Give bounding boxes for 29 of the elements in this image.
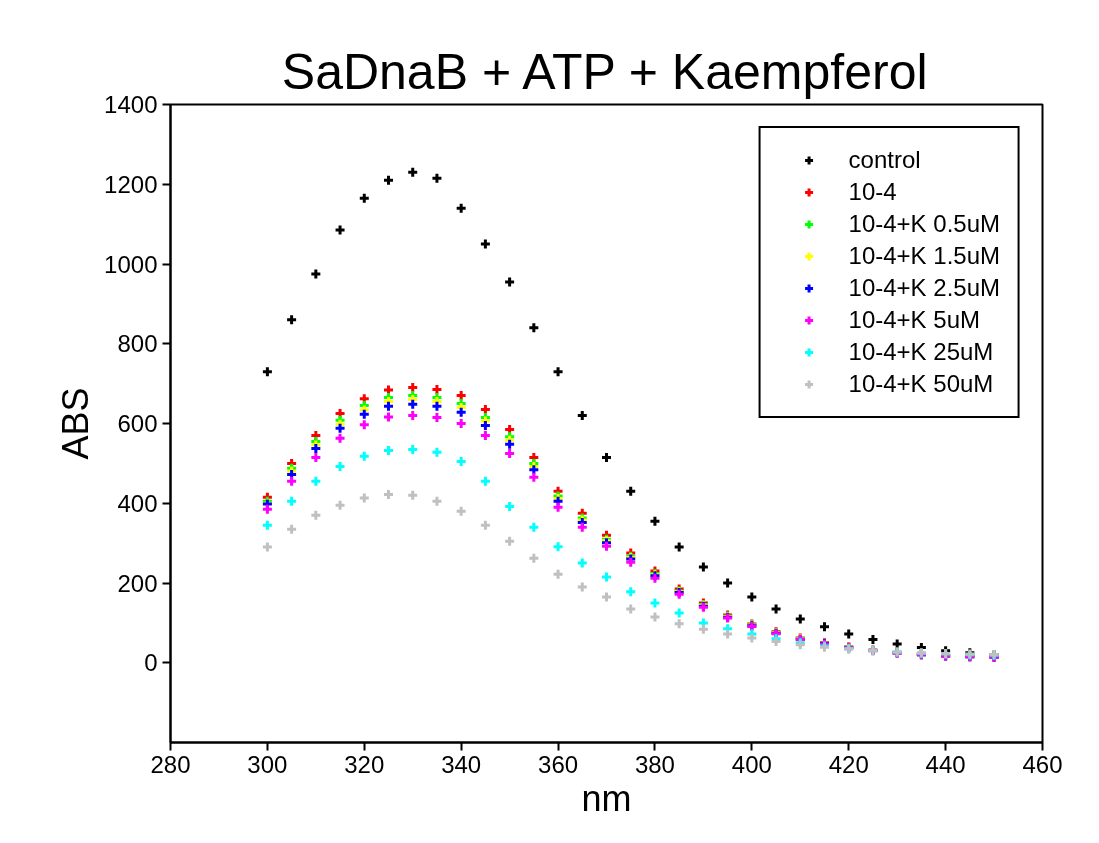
x-tick-label: 340	[441, 750, 482, 778]
y-tick-label: 400	[117, 489, 158, 517]
legend-label: 10-4+K 2.5uM	[848, 274, 1000, 302]
y-tick-label: 200	[117, 569, 158, 597]
legend-label: 10-4+K 25uM	[848, 338, 994, 366]
x-tick-label: 400	[731, 750, 772, 778]
y-tick-label: 800	[117, 330, 158, 358]
legend-label: 10-4+K 50uM	[848, 370, 994, 398]
x-tick-label: 300	[247, 750, 288, 778]
x-tick-label: 280	[150, 750, 191, 778]
legend-label: 10-4+K 5uM	[848, 306, 980, 334]
x-tick-label: 460	[1022, 750, 1063, 778]
x-tick-label: 360	[538, 750, 579, 778]
legend-label: 10-4	[848, 178, 897, 206]
y-tick-label: 1200	[104, 170, 158, 198]
chart-title: SaDnaB + ATP + Kaempferol	[281, 43, 928, 100]
legend-label: 10-4+K 0.5uM	[848, 210, 1000, 238]
y-tick-label: 600	[117, 410, 158, 437]
y-tick-label: 0	[144, 649, 158, 677]
legend-label: control	[848, 146, 921, 174]
x-tick-label: 320	[344, 750, 385, 778]
x-tick-label: 380	[634, 750, 675, 778]
x-tick-label: 420	[828, 750, 869, 778]
legend-label: 10-4+K 1.5uM	[848, 242, 1000, 270]
y-tick-label: 1000	[104, 250, 158, 278]
y-tick-label: 1400	[104, 91, 158, 118]
y-axis-title: ABS	[55, 387, 97, 460]
x-tick-label: 440	[925, 750, 966, 778]
x-axis-title: nm	[581, 777, 632, 819]
